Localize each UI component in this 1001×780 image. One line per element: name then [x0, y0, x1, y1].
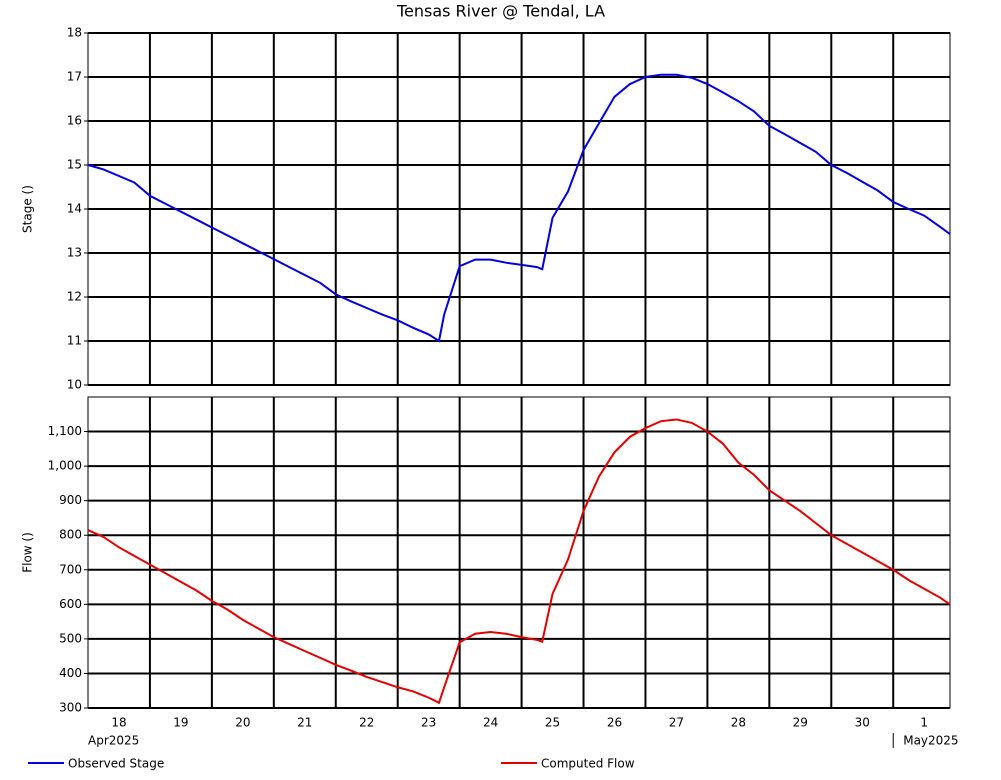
y-tick-label: 800: [59, 528, 82, 542]
y-tick-label: 1,000: [48, 459, 82, 473]
y-tick-label: 1,100: [48, 424, 82, 438]
y-tick-label: 14: [67, 202, 82, 216]
y-tick-label: 400: [59, 666, 82, 680]
data-line: [87, 73, 951, 343]
data-line: [87, 418, 951, 705]
y-axis-label: Flow (): [21, 532, 35, 573]
legend-label: Computed Flow: [541, 757, 635, 771]
y-tick-label: 500: [59, 631, 82, 645]
y-tick-label: 11: [67, 334, 82, 348]
x-tick-label: 28: [731, 716, 746, 730]
y-tick-label: 17: [67, 70, 82, 84]
chart-title: Tensas River @ Tendal, LA: [396, 2, 605, 21]
x-tick-label: 23: [421, 716, 436, 730]
plot-area: [87, 396, 951, 709]
x-tick-label: 20: [235, 716, 250, 730]
x-tick-label: 26: [607, 716, 622, 730]
y-tick-label: 300: [59, 701, 82, 715]
x-tick-label: 19: [173, 716, 188, 730]
x-tick-label: 22: [359, 716, 374, 730]
legend-label: Observed Stage: [68, 757, 164, 771]
period-label: Apr2025: [88, 734, 139, 748]
period-label: May2025: [903, 734, 958, 748]
y-tick-label: 12: [67, 290, 82, 304]
x-tick-label: 25: [545, 716, 560, 730]
x-tick-label: 18: [111, 716, 126, 730]
x-tick-label: 21: [297, 716, 312, 730]
y-tick-label: 700: [59, 562, 82, 576]
y-tick-label: 18: [67, 26, 82, 40]
y-tick-label: 16: [67, 114, 82, 128]
x-tick-label: 30: [855, 716, 870, 730]
y-tick-label: 10: [67, 378, 82, 392]
y-tick-label: 13: [67, 246, 82, 260]
x-tick-label: 1: [920, 716, 928, 730]
y-tick-label: 600: [59, 597, 82, 611]
y-tick-label: 15: [67, 158, 82, 172]
y-axis-label: Stage (): [21, 185, 35, 233]
x-tick-label: 29: [793, 716, 808, 730]
y-tick-label: 900: [59, 493, 82, 507]
x-tick-label: 27: [669, 716, 684, 730]
x-tick-label: 24: [483, 716, 498, 730]
